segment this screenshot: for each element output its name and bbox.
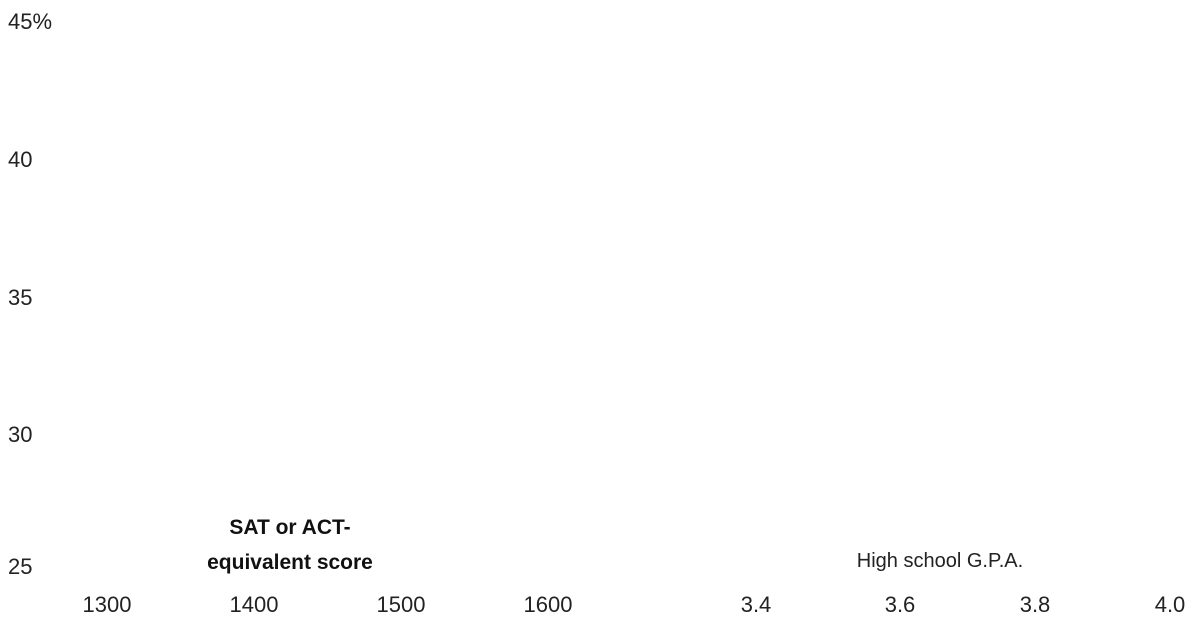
gpa-x-tick-label: 4.0 xyxy=(1155,592,1186,617)
gpa-x-tick-label: 3.4 xyxy=(741,592,772,617)
y-tick-label: 30 xyxy=(8,422,32,447)
sat-panel: SAT or ACT- equivalent score 1300 1400 1… xyxy=(83,516,573,617)
y-tick-label: 40 xyxy=(8,147,32,172)
y-tick-label: 25 xyxy=(8,554,32,579)
sat-x-tick-label: 1400 xyxy=(230,592,279,617)
sat-x-tick-label: 1500 xyxy=(377,592,426,617)
sat-x-tick-label: 1600 xyxy=(524,592,573,617)
gpa-panel: High school G.P.A. 3.4 3.6 3.8 4.0 xyxy=(741,550,1186,617)
sat-x-tick-label: 1300 xyxy=(83,592,132,617)
gpa-x-tick-label: 3.6 xyxy=(885,592,916,617)
gpa-x-tick-label: 3.8 xyxy=(1020,592,1051,617)
gpa-axis-title: High school G.P.A. xyxy=(857,550,1023,572)
y-tick-label: 35 xyxy=(8,285,32,310)
sat-axis-title-line2: equivalent score xyxy=(207,551,373,574)
y-axis-ticks: 45% 40 35 30 25 xyxy=(8,9,52,579)
y-tick-label: 45% xyxy=(8,9,52,34)
sat-axis-title-line1: SAT or ACT- xyxy=(229,516,350,539)
